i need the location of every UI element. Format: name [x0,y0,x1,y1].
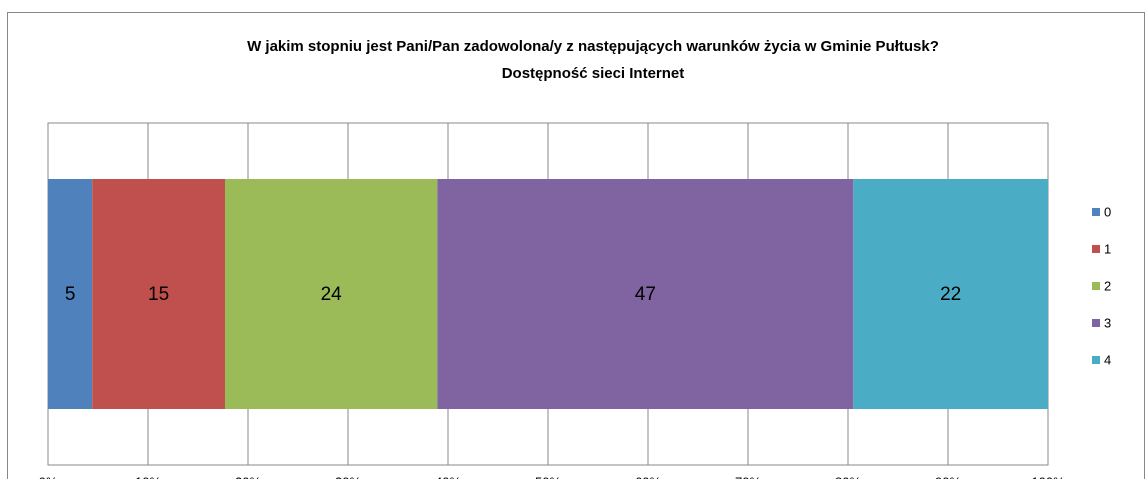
x-tick-label: 50% [535,474,561,479]
legend-swatch [1092,319,1100,327]
x-tick-label: 10% [135,474,161,479]
x-tick-label: 60% [635,474,661,479]
x-tick-label: 30% [335,474,361,479]
x-tick-label: 90% [935,474,961,479]
bar-segment [437,179,854,409]
legend-label: 0 [1104,204,1111,219]
chart-title: W jakim stopniu jest Pani/Pan zadowolona… [247,38,939,55]
bar-segment [48,179,93,409]
x-tick-label: 70% [735,474,761,479]
legend-swatch [1092,245,1100,253]
legend-label: 1 [1104,241,1111,256]
x-tick-label: 80% [835,474,861,479]
chart-subtitle: Dostępność sieci Internet [502,65,685,82]
legend-swatch [1092,282,1100,290]
data-label: 24 [321,284,343,305]
data-label: 5 [65,284,76,305]
legend-label: 3 [1104,315,1111,330]
data-label: 15 [148,284,169,305]
x-tick-label: 0% [39,474,58,479]
legend-swatch [1092,208,1100,216]
bar-segment [92,179,225,409]
legend-swatch [1092,356,1100,364]
data-label: 47 [635,284,656,305]
bar-segment [853,179,1048,409]
x-tick-label: 20% [235,474,261,479]
data-label: 22 [940,284,961,305]
x-tick-label: 40% [435,474,461,479]
x-tick-label: 100% [1031,474,1065,479]
legend-label: 4 [1104,352,1111,367]
bar-segment [224,179,438,409]
legend-label: 2 [1104,278,1111,293]
